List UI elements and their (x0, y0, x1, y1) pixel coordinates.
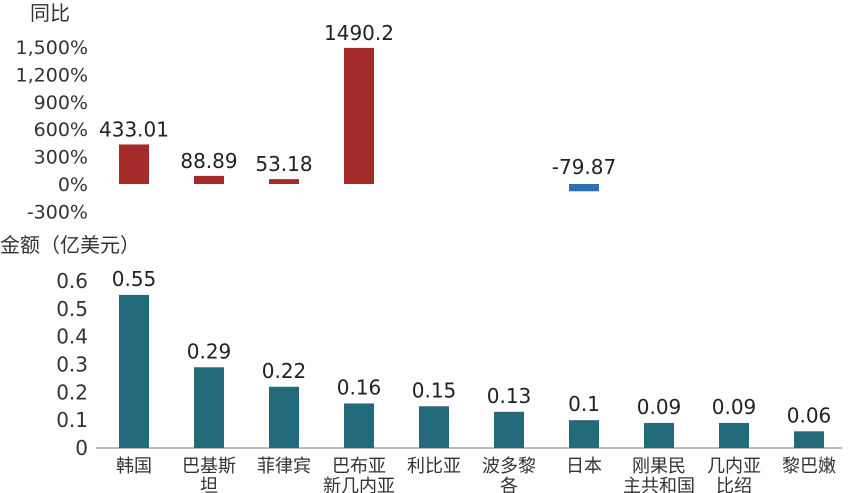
amount-value-label: 0.09 (712, 395, 757, 419)
yoy-tick-label: 0% (58, 174, 88, 196)
category-label: 巴布亚新几内亚 (323, 456, 395, 493)
amount-bar (344, 403, 374, 448)
amount-bar (269, 386, 299, 448)
category-label: 日本 (566, 456, 602, 477)
yoy-panel: 同比 1,500% 1,200% 900% 600% 300% 0% -300% 433.01… (16, 1, 617, 223)
amount-bar (119, 294, 149, 448)
yoy-tick-label: 900% (34, 92, 88, 114)
yoy-axis-label: 同比 (30, 1, 70, 25)
yoy-value-label: 433.01 (99, 117, 169, 141)
yoy-bar (119, 144, 149, 184)
category-label: 韩国 (116, 456, 152, 477)
amount-value-label: 0.09 (637, 395, 682, 419)
amount-tick-label: 0.5 (56, 297, 88, 321)
amount-value-label: 0.13 (487, 384, 532, 408)
amount-value-label: 0.55 (112, 267, 157, 291)
amount-bar (194, 367, 224, 448)
amount-value-label: 0.06 (787, 403, 832, 427)
amount-panel: 金额（亿美元） 0.6 0.5 0.4 0.3 0.2 0.1 0 0.55 韩国 0.29 巴基斯… (0, 233, 842, 493)
yoy-bar (269, 179, 299, 184)
amount-tick-label: 0.1 (56, 408, 88, 432)
yoy-bar (344, 47, 374, 184)
amount-tick-label: 0.2 (56, 380, 88, 404)
amount-value-label: 0.15 (412, 378, 457, 402)
yoy-value-label: -79.87 (552, 155, 616, 179)
yoy-tick-label: 1,500% (16, 37, 88, 59)
yoy-value-label: 53.18 (255, 152, 312, 176)
category-label: 菲律宾 (257, 456, 311, 477)
category-label: 波多黎各 (482, 456, 536, 493)
amount-value-label: 0.22 (262, 359, 307, 383)
category-label: 刚果民主共和国 (623, 456, 695, 493)
amount-bar (419, 406, 449, 448)
category-label: 利比亚 (407, 456, 461, 477)
yoy-tick-label: -300% (27, 201, 88, 223)
category-label: 几内亚比绍 (707, 456, 761, 493)
amount-bar (644, 422, 674, 448)
yoy-tick-label: 300% (34, 147, 88, 169)
category-label: 巴基斯坦 (182, 456, 236, 493)
amount-value-label: 0.16 (337, 375, 382, 399)
amount-tick-label: 0.3 (56, 353, 88, 377)
amount-tick-label: 0 (75, 436, 88, 460)
yoy-value-label: 1490.2 (324, 21, 394, 45)
yoy-tick-label: 600% (34, 119, 88, 141)
yoy-bar (569, 184, 599, 192)
amount-bar (494, 411, 524, 448)
amount-bar (569, 420, 599, 448)
yoy-tick-label: 1,200% (16, 64, 88, 86)
amount-value-label: 0.1 (568, 392, 600, 416)
yoy-bar (194, 175, 224, 184)
amount-value-label: 0.29 (187, 339, 232, 363)
amount-tick-label: 0.6 (56, 269, 88, 293)
amount-bar (794, 431, 824, 448)
amount-tick-label: 0.4 (56, 325, 88, 349)
amount-axis-label: 金额（亿美元） (0, 233, 140, 257)
amount-bar (719, 422, 749, 448)
yoy-value-label: 88.89 (180, 149, 237, 173)
category-label: 黎巴嫩 (782, 456, 836, 477)
